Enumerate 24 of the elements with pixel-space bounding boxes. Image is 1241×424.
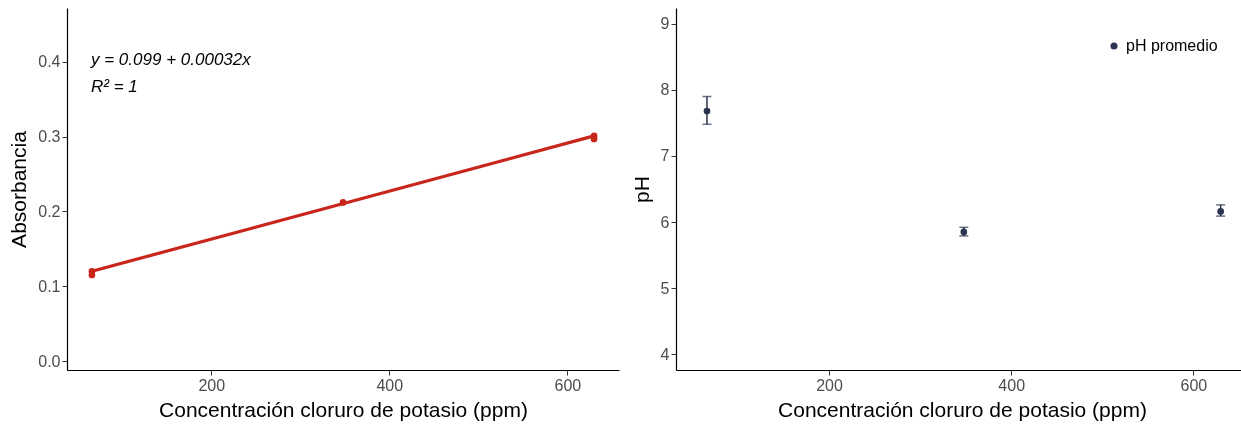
x-axis-title: Concentración cloruro de potasio (ppm) bbox=[159, 397, 528, 421]
x-tick-label: 400 bbox=[998, 376, 1026, 394]
y-tick-label: 0.2 bbox=[38, 202, 61, 220]
x-tick-label: 200 bbox=[816, 376, 843, 394]
y-tick-label: 6 bbox=[660, 213, 670, 231]
y-tick-label: 0.1 bbox=[38, 277, 61, 295]
y-tick-label: 4 bbox=[660, 345, 670, 363]
x-tick-label: 200 bbox=[198, 376, 226, 394]
annotation: R² = 1 bbox=[91, 77, 138, 96]
y-tick-label: 0.4 bbox=[38, 53, 61, 71]
x-tick-label: 400 bbox=[376, 376, 404, 394]
x-tick-label: 600 bbox=[554, 376, 582, 394]
y-tick-label: 0.0 bbox=[38, 352, 61, 370]
legend-label: pH promedio bbox=[1126, 37, 1218, 54]
y-tick-label: 8 bbox=[660, 81, 670, 99]
x-tick-label: 600 bbox=[1180, 376, 1208, 394]
x-axis-title: Concentración cloruro de potasio (ppm) bbox=[778, 397, 1147, 421]
y-tick-label: 0.3 bbox=[38, 128, 61, 146]
y-tick-label: 5 bbox=[660, 279, 670, 297]
y-tick-label: 9 bbox=[660, 15, 670, 33]
annotation: y = 0.099 + 0.00032x bbox=[90, 50, 252, 69]
y-tick-label: 7 bbox=[660, 147, 670, 165]
y-axis-title: Absorbancia bbox=[7, 130, 31, 248]
y-axis-title: pH bbox=[629, 176, 653, 203]
